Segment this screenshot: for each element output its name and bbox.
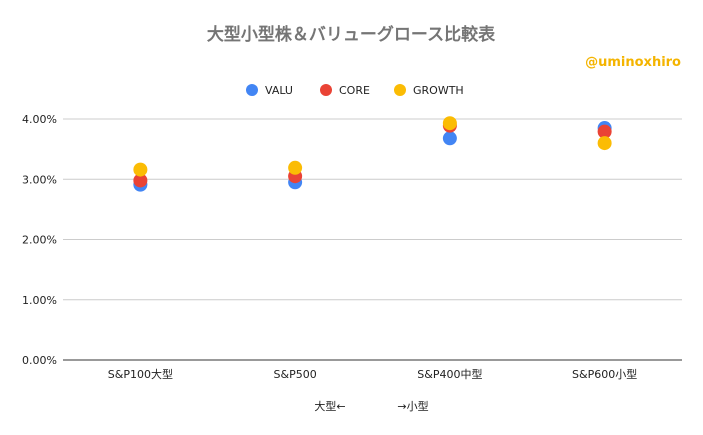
point-growth-3 [597, 136, 612, 151]
x-tick-label: S&P100大型 [108, 367, 173, 381]
legend-label: VALU [265, 84, 293, 97]
data-points [133, 116, 612, 192]
point-growth-1 [288, 160, 303, 175]
x-tick-label: S&P600小型 [572, 367, 637, 381]
legend-label: GROWTH [413, 84, 464, 97]
legend: VALU CORE GROWTH [246, 84, 464, 97]
y-tick-label: 3.00% [22, 173, 57, 186]
point-growth-2 [442, 116, 457, 131]
y-tick-label: 4.00% [22, 113, 57, 126]
legend-marker [394, 84, 406, 96]
y-tick-label: 0.00% [22, 354, 57, 367]
watermark-text: @uminoxhiro [585, 55, 681, 70]
x-axis-label-left: 大型← [314, 399, 345, 413]
y-axis-ticks: 0.00% 1.00% 2.00% 3.00% 4.00% [22, 113, 57, 367]
legend-marker [320, 84, 332, 96]
y-tick-label: 1.00% [22, 294, 57, 307]
legend-label: CORE [339, 84, 370, 97]
legend-marker [246, 84, 258, 96]
gridlines [63, 118, 682, 361]
x-axis-label-right: →小型 [397, 399, 428, 413]
point-growth-0 [133, 162, 148, 177]
x-tick-label: S&P400中型 [417, 367, 482, 381]
point-valu-2 [442, 131, 457, 146]
y-tick-label: 2.00% [22, 234, 57, 247]
point-core-3 [597, 124, 612, 139]
chart-title: 大型小型株＆バリューグロース比較表 [207, 24, 496, 45]
x-axis-ticks: S&P100大型 S&P500 S&P400中型 S&P600小型 [108, 367, 637, 381]
point-core-0 [133, 173, 148, 188]
x-tick-label: S&P500 [274, 368, 317, 381]
